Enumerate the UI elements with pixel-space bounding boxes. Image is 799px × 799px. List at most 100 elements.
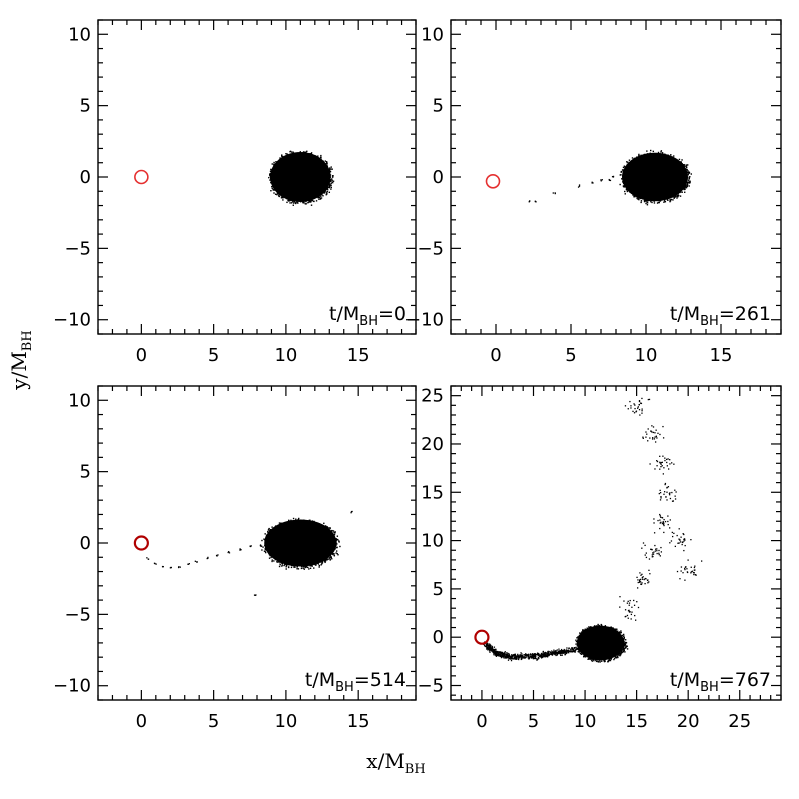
particle bbox=[545, 653, 547, 655]
particle bbox=[496, 650, 498, 653]
particle bbox=[578, 644, 580, 646]
particle bbox=[325, 525, 327, 528]
particle bbox=[280, 155, 283, 157]
particle bbox=[547, 653, 549, 655]
particle bbox=[306, 520, 308, 522]
y-tick-label: 5 bbox=[80, 462, 91, 483]
particle bbox=[322, 560, 324, 562]
particle bbox=[274, 193, 277, 195]
particle bbox=[521, 655, 523, 657]
particle bbox=[634, 614, 636, 617]
particle bbox=[532, 653, 534, 656]
particle bbox=[270, 531, 273, 533]
particle bbox=[663, 200, 666, 202]
particle bbox=[540, 656, 542, 658]
particle bbox=[278, 565, 281, 568]
particle bbox=[660, 495, 662, 498]
particle bbox=[612, 627, 614, 629]
particle bbox=[488, 650, 491, 652]
particle bbox=[622, 170, 624, 173]
particle bbox=[606, 626, 609, 629]
particle bbox=[290, 153, 293, 156]
particle bbox=[285, 153, 287, 155]
particle bbox=[563, 651, 566, 653]
particle bbox=[667, 520, 669, 523]
particle bbox=[533, 657, 536, 660]
particle bbox=[485, 643, 487, 645]
particle bbox=[538, 653, 540, 655]
particle bbox=[622, 649, 624, 651]
particle bbox=[650, 149, 652, 152]
particle bbox=[512, 658, 514, 660]
particle bbox=[508, 656, 510, 658]
particle bbox=[621, 636, 623, 638]
particle bbox=[486, 645, 488, 647]
particle bbox=[637, 606, 640, 609]
particle bbox=[687, 174, 689, 176]
particles bbox=[146, 510, 353, 596]
particle bbox=[514, 658, 517, 660]
particle bbox=[661, 465, 663, 467]
particle bbox=[309, 567, 312, 569]
particle bbox=[679, 541, 682, 543]
particle bbox=[350, 512, 352, 514]
particle bbox=[658, 492, 660, 495]
particle bbox=[337, 554, 339, 556]
particle bbox=[577, 645, 580, 647]
particle bbox=[492, 649, 495, 651]
particle bbox=[515, 656, 517, 658]
particle bbox=[622, 645, 625, 647]
particle bbox=[280, 522, 282, 525]
particle bbox=[564, 652, 566, 654]
particle bbox=[300, 567, 303, 570]
particle bbox=[281, 156, 284, 158]
particle bbox=[645, 154, 648, 157]
particle bbox=[679, 191, 681, 194]
particle bbox=[325, 161, 328, 163]
particle bbox=[486, 644, 488, 646]
y-tick-label: −5 bbox=[417, 238, 444, 259]
particle bbox=[664, 482, 667, 485]
particle bbox=[653, 152, 655, 155]
particle bbox=[320, 195, 322, 197]
particle bbox=[690, 571, 693, 573]
particle bbox=[560, 648, 563, 651]
particle bbox=[326, 161, 328, 164]
particles bbox=[528, 149, 693, 206]
particle bbox=[643, 199, 646, 201]
particle bbox=[623, 640, 625, 643]
particle bbox=[326, 189, 329, 191]
particle bbox=[593, 659, 595, 662]
particle bbox=[562, 650, 564, 652]
particle bbox=[311, 564, 313, 567]
particle bbox=[659, 462, 661, 464]
particle bbox=[637, 579, 639, 581]
particle bbox=[295, 520, 298, 522]
particle bbox=[572, 650, 574, 653]
particle bbox=[659, 515, 661, 517]
particle bbox=[329, 179, 331, 181]
particle bbox=[624, 643, 627, 646]
particle bbox=[281, 562, 284, 565]
particle bbox=[621, 634, 624, 637]
particle bbox=[330, 182, 332, 185]
particle bbox=[524, 656, 527, 659]
particle bbox=[286, 201, 288, 204]
time-annotation-value: =767 bbox=[719, 669, 771, 691]
particle bbox=[278, 195, 281, 198]
particle bbox=[278, 194, 280, 196]
particle bbox=[273, 528, 275, 530]
particle bbox=[496, 654, 499, 656]
particle bbox=[591, 182, 593, 184]
particle bbox=[336, 546, 338, 549]
particle bbox=[511, 656, 513, 658]
particle bbox=[269, 530, 271, 532]
particle bbox=[329, 555, 332, 557]
particle bbox=[623, 649, 625, 652]
particle bbox=[646, 201, 648, 203]
particle bbox=[669, 200, 671, 203]
particle bbox=[288, 520, 291, 523]
particle bbox=[490, 649, 492, 652]
particle bbox=[293, 152, 295, 155]
particle bbox=[554, 650, 556, 652]
